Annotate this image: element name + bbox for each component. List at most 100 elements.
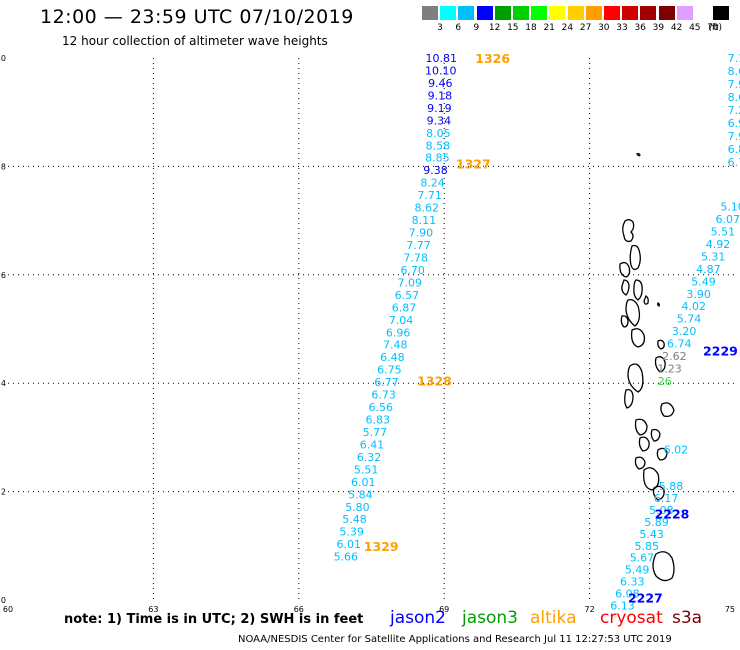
legend-swatch	[549, 6, 566, 20]
atoll-outline	[638, 436, 650, 452]
lat-tick-label: 2	[1, 488, 6, 497]
atoll-outline	[657, 302, 660, 307]
swh-value: 4.92	[706, 238, 731, 251]
legend-swatch	[713, 6, 730, 20]
swh-value: 6.48	[380, 351, 405, 364]
map-title: 12:00 — 23:59 UTC 07/10/2019	[40, 6, 354, 28]
swh-value: 5.84	[348, 488, 373, 501]
swh-value: 5.48	[342, 513, 367, 526]
legend-swatch	[622, 6, 639, 20]
swh-value: 6.41	[360, 438, 385, 451]
swh-value: 7.78	[403, 251, 428, 264]
swh-value: 5.43	[639, 528, 664, 541]
swh-value: 6.07	[715, 213, 740, 226]
swh-value: 7.23	[728, 104, 740, 117]
legend-swatch	[658, 6, 675, 20]
legend-value: 27	[579, 23, 592, 33]
swh-value: 8.24	[420, 177, 445, 190]
map-grid	[8, 58, 735, 600]
legend-swatch	[567, 6, 584, 20]
swh-value: 5.66	[334, 551, 359, 564]
swh-tracks: 10.8110.109.469.189.199.348.058.588.859.…	[334, 52, 740, 612]
swh-value: 4.87	[696, 263, 721, 276]
swh-value: 8.58	[426, 139, 451, 152]
legend-value: 42	[670, 23, 683, 33]
atoll-outline	[634, 456, 646, 470]
swh-value: 7.14	[728, 52, 740, 65]
atoll-outline	[652, 485, 665, 501]
pass-number-label: 1329	[364, 539, 399, 554]
legend-value: 15	[507, 23, 519, 33]
lat-tick-label: 0	[1, 596, 6, 605]
swh-value: 6.74	[667, 338, 692, 351]
swh-value: 7.91	[728, 130, 740, 143]
swh-value: 4.02	[682, 300, 707, 313]
swh-value: 6.96	[386, 326, 411, 339]
credit-line: NOAA/NESDIS Center for Satellite Applica…	[238, 634, 672, 645]
atoll-outline	[633, 279, 643, 301]
legend-swatch	[422, 6, 438, 20]
axis-ticks: 60 63 66 69 72 75 0 2 4 6 8 10	[0, 54, 735, 614]
legend-swatch	[604, 6, 620, 20]
legend-swatch	[458, 6, 475, 20]
legend-swatch	[440, 6, 457, 20]
swh-value: 9.18	[428, 89, 453, 102]
legend-swatch	[476, 6, 493, 20]
swh-value: 5.77	[363, 426, 388, 439]
atoll-outline	[619, 261, 631, 278]
swh-value: 3.20	[672, 325, 697, 338]
lon-tick-label: 72	[585, 605, 595, 614]
swh-value: 6.32	[357, 451, 382, 464]
swh-value: 6.57	[395, 289, 420, 302]
swh-value: 5.10	[720, 201, 740, 214]
atoll-outline	[657, 339, 665, 350]
swh-value: 8.11	[412, 214, 437, 227]
altimeter-map: 10.8110.109.469.189.199.348.058.588.859.…	[0, 51, 740, 614]
swh-value: 6.01	[336, 538, 361, 551]
lon-tick-label: 75	[725, 605, 735, 614]
satellite-name-cryosat: cryosat	[600, 608, 663, 628]
swh-value: 5.51	[354, 463, 379, 476]
swh-value: 7.90	[409, 227, 434, 240]
atoll-outline	[621, 279, 630, 296]
lat-tick-label: 6	[1, 271, 6, 280]
legend-value: 18	[525, 23, 537, 33]
atoll-outline	[625, 298, 641, 327]
swh-value: 7.48	[383, 339, 408, 352]
pass-number-label: 2229	[703, 344, 738, 359]
swh-value: 6.02	[664, 443, 689, 456]
legend-swatch	[513, 6, 529, 20]
swh-value: 8.05	[426, 127, 451, 140]
swh-value: 5.85	[635, 540, 660, 553]
atoll-outline	[643, 467, 660, 491]
atoll-outline	[650, 428, 661, 442]
swh-value: 6.01	[351, 476, 376, 489]
swh-value: 7.71	[417, 189, 442, 202]
satellite-name-altika: altika	[530, 608, 577, 628]
pass-labels: 1326 1327 1328 1329 2229 2228 2227	[364, 51, 738, 605]
swh-value: 5.88	[659, 480, 684, 493]
atoll-outline	[660, 402, 675, 418]
legend-value: 45	[689, 23, 701, 33]
atoll-outline	[624, 388, 634, 409]
swh-value: 6.94	[728, 117, 740, 130]
swh-value: 8.64	[728, 91, 740, 104]
lon-tick-label: 66	[294, 605, 304, 614]
atoll-outline	[636, 153, 641, 157]
swh-value: 3.90	[686, 288, 711, 301]
swh-value: 10.81	[426, 52, 458, 65]
swh-value: 7.91	[728, 78, 740, 91]
legend-value: 33	[616, 23, 628, 33]
swh-value: 5.74	[677, 313, 702, 326]
footer-note: note: 1) Time is in UTC; 2) SWH is in fe…	[64, 612, 364, 627]
swh-value: 6.73	[371, 389, 396, 402]
satellite-name-jason3: jason3	[462, 608, 518, 628]
swh-value: 6.84	[728, 143, 740, 156]
swh-value: 7.09	[398, 276, 423, 289]
lon-tick-label: 63	[148, 605, 158, 614]
swh-value: 5.67	[630, 552, 655, 565]
swh-value: 1.23	[657, 363, 682, 376]
swh-value: 8.62	[415, 202, 440, 215]
swh-value: 6.08	[615, 587, 640, 600]
lat-tick-label: 10	[0, 54, 6, 63]
